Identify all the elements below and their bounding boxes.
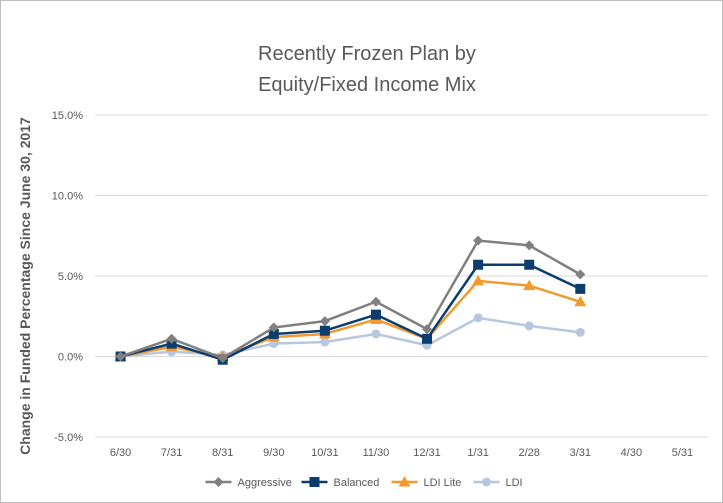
x-tick-label: 12/31 [413, 447, 441, 459]
data-point [213, 477, 224, 487]
data-point [268, 328, 279, 339]
data-point [309, 477, 320, 487]
series-line [120, 316, 581, 358]
data-point [574, 295, 587, 307]
legend-item: Balanced [301, 477, 380, 489]
x-tick-label: 8/31 [212, 447, 233, 459]
data-point [482, 477, 491, 487]
series-line [120, 239, 581, 360]
y-tick-label: 5.0% [58, 271, 83, 283]
data-point [473, 259, 484, 270]
series-aggressive [115, 235, 586, 364]
data-point [370, 309, 381, 320]
data-point [268, 322, 279, 333]
x-tick-label: 2/28 [518, 447, 539, 459]
x-tick-label: 1/31 [467, 447, 488, 459]
data-point [575, 327, 585, 337]
x-tick-label: 3/31 [570, 447, 591, 459]
data-point [422, 324, 433, 335]
x-tick-label: 11/30 [363, 447, 390, 459]
series-line [120, 263, 581, 361]
y-tick-label: -5.0% [54, 432, 83, 444]
data-point [371, 329, 381, 339]
x-tick-label: 10/31 [311, 447, 339, 459]
data-point [166, 333, 177, 344]
data-point [523, 279, 536, 291]
data-point [319, 316, 330, 327]
data-point [398, 476, 411, 487]
legend-item: LDI Lite [391, 476, 462, 489]
data-point [115, 351, 126, 362]
chart-title-line-1: Recently Frozen Plan by [258, 43, 476, 65]
legend-label: Aggressive [238, 477, 292, 489]
x-tick-label: 4/30 [621, 447, 642, 459]
y-tick-label: 0.0% [58, 352, 83, 364]
legend-item: Aggressive [205, 477, 292, 489]
data-point [472, 274, 485, 286]
legend-label: LDI [506, 477, 523, 489]
legend-label: Balanced [334, 477, 380, 489]
data-point [575, 269, 586, 280]
x-tick-label: 6/30 [110, 447, 131, 459]
data-point [524, 259, 535, 270]
chart-title: Recently Frozen Plan by Equity/Fixed Inc… [258, 43, 476, 96]
legend-label: LDI Lite [424, 477, 462, 489]
gridlines [95, 114, 708, 438]
data-point [320, 337, 330, 347]
y-axis-label: Change in Funded Percentage Since June 3… [17, 117, 33, 455]
data-point [370, 296, 381, 307]
chart-title-line-2: Equity/Fixed Income Mix [258, 74, 476, 96]
data-point [217, 353, 228, 364]
x-tick-label: 7/31 [161, 447, 182, 459]
y-tick-label: 10.0% [52, 191, 83, 203]
data-point [422, 333, 433, 344]
data-point [473, 235, 484, 246]
data-point [575, 283, 586, 294]
x-tick-label: 9/30 [263, 447, 284, 459]
x-axis-ticks: 6/30 7/31 8/31 9/30 10/31 11/30 12/31 1/31 2/28 3… [110, 447, 693, 459]
series-ldi [116, 313, 585, 361]
y-axis-ticks: -5.0% 0.0% 5.0% 10.0% 15.0% [52, 110, 83, 444]
data-point [473, 313, 483, 323]
y-tick-label: 15.0% [52, 110, 83, 122]
legend-item: LDI [473, 477, 523, 489]
data-point [524, 321, 534, 331]
data-point [319, 325, 330, 336]
series-group [114, 235, 587, 365]
data-point [524, 240, 535, 251]
x-tick-label: 5/31 [672, 447, 693, 459]
legend: Aggressive Balanced LDI Lite LDI [205, 476, 523, 489]
